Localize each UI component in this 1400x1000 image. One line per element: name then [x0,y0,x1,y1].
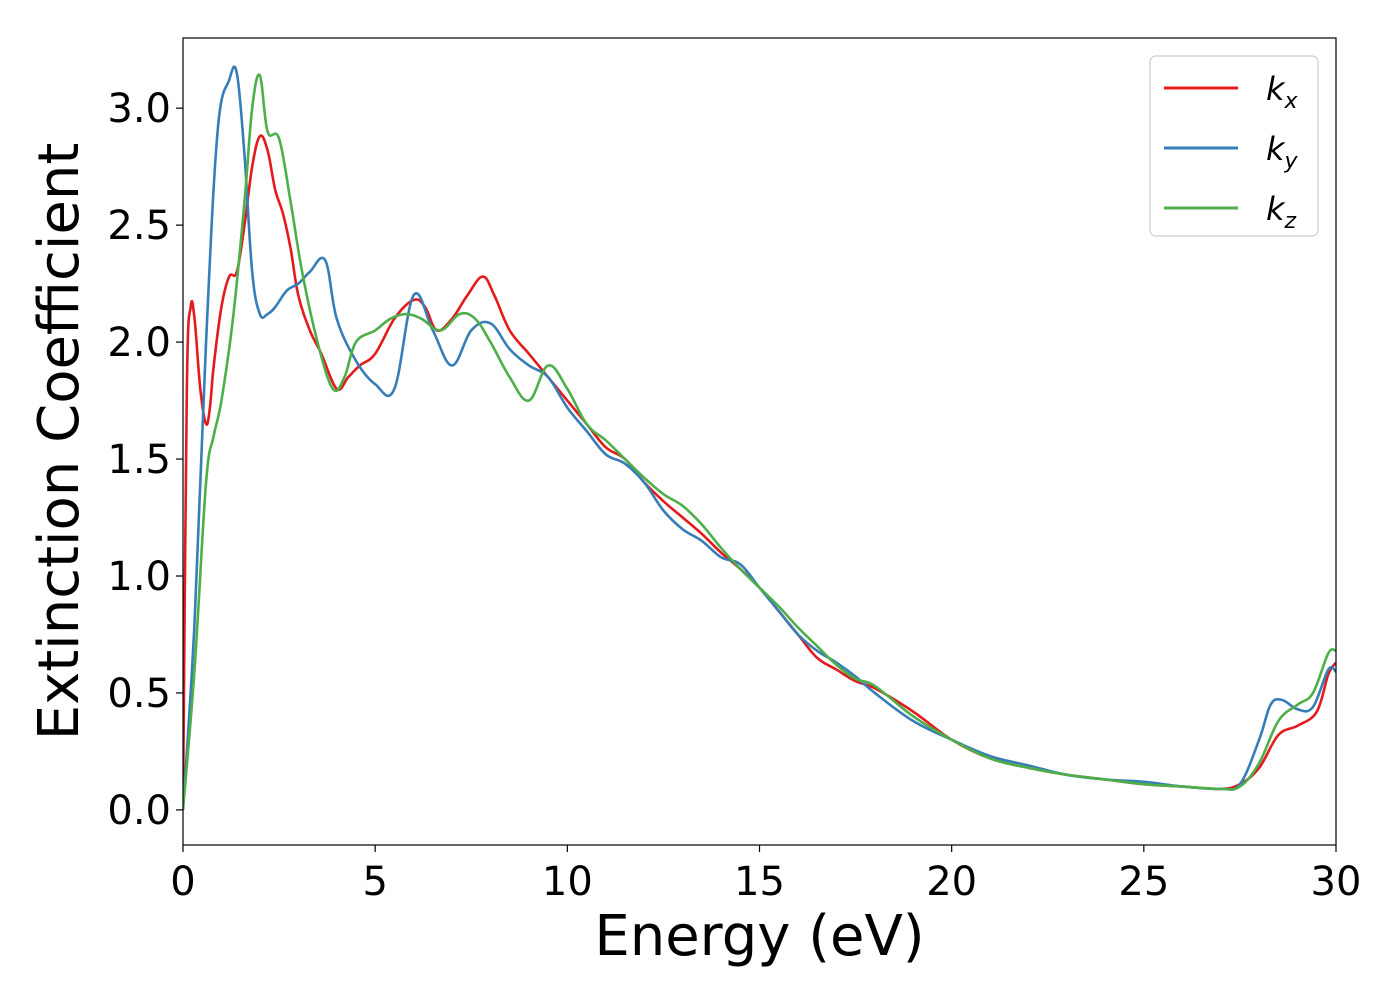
y-tick-label: 2.0 [107,320,171,366]
legend-label-y: ky [1266,130,1299,174]
series-line-y [183,65,1336,810]
x-tick-label: 0 [170,859,195,905]
legend-label-sub: x [1284,89,1299,114]
y-tick-label: 0.5 [107,671,171,717]
legend-label-z: kz [1266,190,1297,234]
series-line-z [183,73,1336,811]
legend-label-base: k [1266,70,1286,108]
y-axis-label: Extinction Coefficient [27,143,92,741]
legend-label-sub: y [1284,149,1299,174]
legend-label-sub: z [1284,209,1297,234]
x-tick-label: 20 [926,859,977,905]
legend-box [1149,55,1319,237]
x-tick-label: 5 [362,859,387,905]
x-tick-label: 10 [542,859,593,905]
x-tick-label: 15 [734,859,785,905]
x-axis-ticks: 0 5 10 15 20 25 30 [170,845,1361,905]
x-tick-label: 30 [1311,859,1362,905]
y-tick-label: 1.5 [107,437,171,483]
y-tick-label: 0.0 [107,788,171,834]
x-tick-label: 25 [1118,859,1169,905]
y-tick-label: 3.0 [107,86,171,132]
y-tick-label: 2.5 [107,203,171,249]
legend-label-base: k [1266,130,1286,168]
y-axis-ticks: 0.0 0.5 1.0 1.5 2.0 2.5 3.0 [107,86,183,834]
legend-label-x: kx [1266,70,1299,114]
y-tick-label: 1.0 [107,554,171,600]
x-axis-label: Energy (eV) [594,904,924,969]
series-line-x [183,134,1336,810]
legend-label-base: k [1266,190,1286,228]
series-lines [183,65,1336,811]
